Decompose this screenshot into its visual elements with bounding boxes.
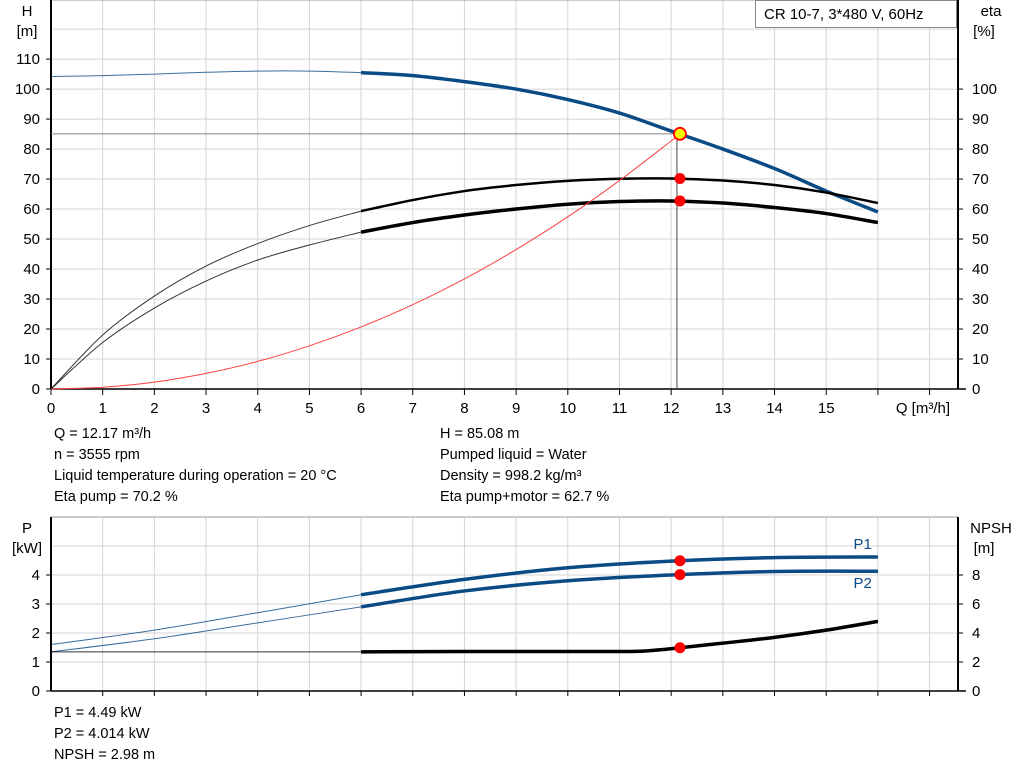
x-tick-label: 14 [766,400,783,417]
x-tick-label: 4 [254,400,262,417]
series-P2-extrapolated [50,606,362,653]
y-tick-label-left: 0 [32,683,40,700]
y-tick-label-right: 2 [972,654,980,671]
y-axis-unit-right: [%] [973,23,995,40]
y-axis-title-left: P [22,520,32,537]
info-npsh: NPSH = 2.98 m [54,747,156,763]
y-tick-label-right: 10 [972,351,989,368]
info-speed: n = 3555 rpm [54,447,140,463]
x-tick-label: 7 [409,400,417,417]
series-system_curve [50,133,681,390]
y-tick-label-right: 90 [972,111,989,128]
x-tick-label: 6 [357,400,365,417]
marker-p1 [674,555,686,567]
series-P2 [360,569,878,609]
y-tick-label-right: 50 [972,231,989,248]
info-eta-pump: Eta pump = 70.2 % [54,489,178,505]
series-label-P2: P2 [854,575,872,592]
y-tick-label-right: 8 [972,567,980,584]
x-tick-label: 2 [150,400,158,417]
info-density: Density = 998.2 kg/m³ [440,468,582,484]
y-axis-title-right: NPSH [970,520,1012,537]
info-left: Q = 12.17 m³/h n = 3555 rpm Liquid tempe… [54,424,337,508]
series-H [360,70,879,214]
y-tick-label-right: 4 [972,625,980,642]
x-tick-label: 15 [818,400,835,417]
x-tick-label: 8 [460,400,468,417]
series-eta_pump-extrapolated [50,210,362,390]
y-tick-label-right: 80 [972,141,989,158]
x-tick-label: 1 [99,400,107,417]
y-tick-label-left: 1 [32,654,40,671]
y-tick-label-left: 2 [32,625,40,642]
info-p2: P2 = 4.014 kW [54,726,150,742]
y-tick-label-left: 50 [23,231,40,248]
y-axis-unit-right: [m] [974,540,995,557]
y-tick-label-left: 70 [23,171,40,188]
x-axis-label: Q [m³/h] [896,400,950,417]
y-tick-label-right: 70 [972,171,989,188]
y-tick-label-right: 6 [972,596,980,613]
info-liquid: Pumped liquid = Water [440,447,587,463]
y-axis-unit-left: [m] [17,23,38,40]
series-H-extrapolated [50,70,362,77]
pump-model-label: CR 10-7, 3*480 V, 60Hz [755,0,957,28]
series-eta_pump [360,177,879,213]
x-tick-label: 0 [47,400,55,417]
y-tick-label-left: 40 [23,261,40,278]
y-tick-label-right: 20 [972,321,989,338]
series-eta_pump_motor-extrapolated [50,231,362,390]
series-eta_pump_motor [360,199,879,234]
x-tick-label: 11 [612,400,628,417]
x-tick-label: 5 [305,400,313,417]
series-NPSH [361,619,879,654]
y-tick-label-right: 60 [972,201,989,218]
y-tick-label-left: 4 [32,567,40,584]
y-tick-label-right: 100 [972,81,997,98]
y-tick-label-left: 10 [23,351,40,368]
x-tick-label: 3 [202,400,210,417]
info-eta-pump-motor: Eta pump+motor = 62.7 % [440,489,610,505]
info-temperature: Liquid temperature during operation = 20… [54,468,337,484]
series-P1 [360,555,878,597]
y-axis-title-left: H [22,3,33,20]
info-q: Q = 12.17 m³/h [54,426,152,442]
y-tick-label-right: 30 [972,291,989,308]
y-tick-label-right: 40 [972,261,989,278]
y-tick-label-left: 80 [23,141,40,158]
y-tick-label-left: 30 [23,291,40,308]
y-axis-title-right: eta [981,3,1003,20]
y-tick-label-left: 3 [32,596,40,613]
info-bottom: P1 = 4.49 kW P2 = 4.014 kW NPSH = 2.98 m [54,703,155,766]
marker-eta-pump [674,172,686,184]
y-tick-label-left: 60 [23,201,40,218]
marker-operating-point [673,126,687,141]
info-h: H = 85.08 m [440,426,520,442]
y-tick-label-left: 110 [16,51,40,68]
marker-eta-pump-motor [674,195,686,207]
x-tick-label: 10 [559,400,576,417]
y-tick-label-right: 0 [972,381,980,398]
x-tick-label: 9 [512,400,520,417]
y-axis-unit-left: [kW] [12,540,42,557]
y-tick-label-left: 0 [32,381,40,398]
series-label-P1: P1 [854,536,872,553]
y-tick-label-left: 90 [23,111,40,128]
y-tick-label-left: 20 [23,321,40,338]
marker-p2 [674,569,686,581]
y-tick-label-right: 0 [972,683,980,700]
marker-npsh [674,642,686,654]
x-tick-label: 13 [715,400,732,417]
info-p1: P1 = 4.49 kW [54,705,142,721]
y-tick-label-left: 100 [15,81,40,98]
info-right: H = 85.08 m Pumped liquid = Water Densit… [440,424,609,508]
x-tick-label: 12 [663,400,680,417]
series-P1-extrapolated [50,594,362,646]
